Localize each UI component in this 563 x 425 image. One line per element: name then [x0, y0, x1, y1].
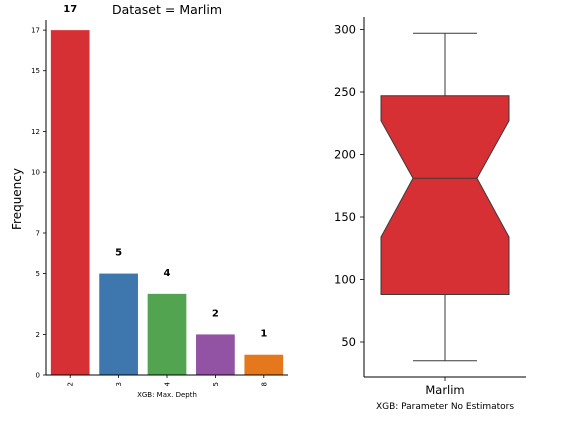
left-chart-title: Dataset = Marlim [112, 2, 222, 17]
data-label-4: 4 [164, 268, 171, 279]
left-y-tick-label-0: 0 [36, 372, 40, 380]
right-y-tick-label-300: 300 [334, 23, 356, 37]
right-x-tick-label: Marlim [425, 383, 464, 397]
right-y-tick-label-200: 200 [334, 148, 356, 162]
left-x-axis-label: XGB: Max. Depth [137, 391, 197, 399]
left-x-tick-label-2: 2 [67, 382, 75, 386]
left-y-axis-label: Frequency [10, 168, 24, 230]
left-y-tick-label-7: 7 [36, 230, 40, 238]
left-y-tick-label-5: 5 [36, 270, 40, 278]
left-bar-chart: Dataset = Marlim Frequency XGB: Max. Dep… [10, 2, 288, 399]
notched-box [380, 95, 510, 295]
data-label-8: 1 [260, 329, 267, 340]
left-y-tick-label-12: 12 [31, 128, 40, 136]
left-y-tick-label-2: 2 [36, 331, 40, 339]
left-x-ticks: 2 3 4 5 8 [67, 375, 268, 386]
left-y-tick-label-17: 17 [31, 27, 40, 35]
right-y-tick-label-100: 100 [334, 273, 356, 287]
bar-8 [244, 354, 284, 375]
right-y-tick-label-50: 50 [341, 335, 356, 349]
data-label-3: 5 [115, 248, 122, 259]
data-label-5: 2 [212, 308, 219, 319]
data-label-2: 17 [63, 4, 77, 15]
left-y-tick-label-15: 15 [31, 67, 40, 75]
right-box-group [380, 32, 510, 362]
left-y-tick-label-10: 10 [31, 169, 40, 177]
bar-3 [99, 273, 138, 375]
right-box-chart: 50 100 150 200 250 300 Marlim XGB: Parameter … [334, 17, 526, 412]
left-x-tick-label-5: 5 [212, 382, 220, 386]
right-y-tick-label-250: 250 [334, 85, 356, 99]
left-bars-group: 17 5 4 2 1 [50, 4, 284, 376]
bar-2 [50, 30, 90, 376]
right-y-tick-label-150: 150 [334, 210, 356, 224]
left-x-tick-label-4: 4 [164, 381, 172, 386]
left-x-tick-label-8: 8 [260, 382, 268, 386]
bar-5 [196, 334, 235, 375]
left-x-tick-label-3: 3 [115, 382, 123, 386]
bar-4 [147, 293, 187, 375]
right-x-axis-label: XGB: Parameter No Estimators [376, 402, 514, 412]
right-y-ticks: 50 100 150 200 250 300 [334, 23, 364, 349]
left-y-ticks: 0 2 5 7 10 12 15 17 [31, 27, 46, 380]
